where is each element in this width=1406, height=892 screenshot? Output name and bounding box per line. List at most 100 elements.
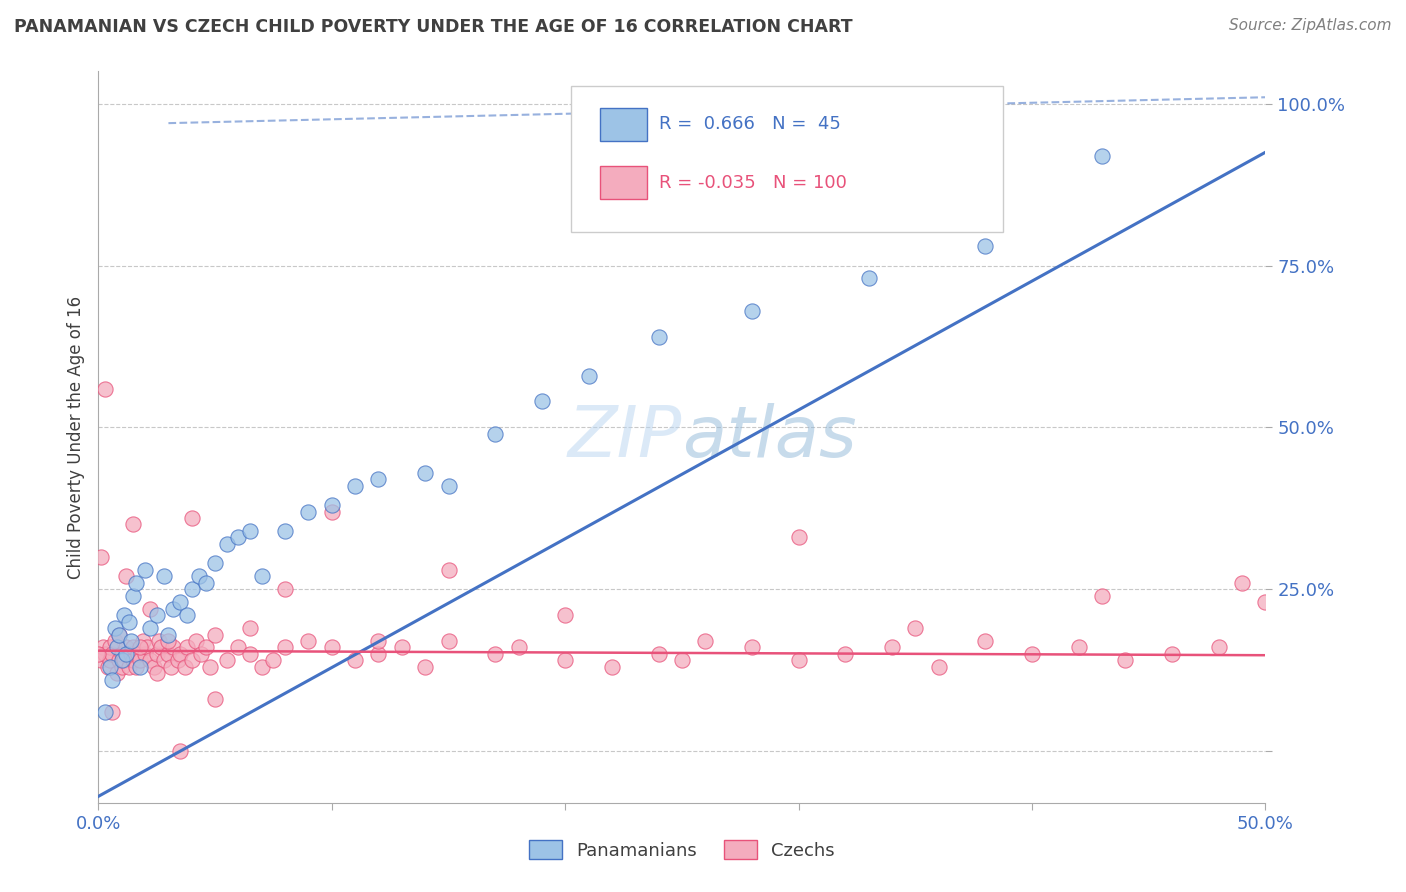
Point <box>146 647 169 661</box>
Text: Source: ZipAtlas.com: Source: ZipAtlas.com <box>1229 18 1392 33</box>
Point <box>148 634 170 648</box>
Point <box>204 627 226 641</box>
Point <box>297 504 319 518</box>
Point <box>578 368 600 383</box>
Point <box>120 647 142 661</box>
Point <box>134 647 156 661</box>
Point <box>111 647 134 661</box>
Point <box>115 647 138 661</box>
Point <box>173 660 195 674</box>
Point <box>122 640 145 655</box>
Point <box>250 660 273 674</box>
Point <box>880 640 903 655</box>
Point <box>600 660 623 674</box>
Point <box>974 239 997 253</box>
Point <box>297 634 319 648</box>
Point <box>194 575 217 590</box>
Point <box>143 660 166 674</box>
Point <box>554 653 576 667</box>
Point <box>127 647 149 661</box>
Legend: Panamanians, Czechs: Panamanians, Czechs <box>522 833 842 867</box>
Text: atlas: atlas <box>682 402 856 472</box>
Point <box>108 653 131 667</box>
Point <box>274 640 297 655</box>
Point <box>671 653 693 667</box>
Point <box>695 634 717 648</box>
FancyBboxPatch shape <box>571 86 1002 232</box>
Point <box>262 653 284 667</box>
Point <box>112 608 135 623</box>
Point <box>118 660 141 674</box>
Point <box>1254 595 1277 609</box>
Point <box>204 692 226 706</box>
Point <box>115 569 138 583</box>
Point <box>159 660 181 674</box>
Point <box>321 498 343 512</box>
Point <box>228 640 250 655</box>
Point <box>152 569 174 583</box>
Point <box>344 478 367 492</box>
Point <box>1161 647 1184 661</box>
Point <box>228 530 250 544</box>
Point <box>321 504 343 518</box>
Point <box>157 627 180 641</box>
Point <box>122 589 145 603</box>
Point <box>554 608 576 623</box>
Point <box>1067 640 1090 655</box>
Point <box>98 640 121 655</box>
Point <box>132 634 155 648</box>
Point <box>787 530 810 544</box>
Point <box>200 660 222 674</box>
Point <box>91 640 114 655</box>
Point <box>169 595 191 609</box>
Point <box>150 640 173 655</box>
Point <box>146 608 169 623</box>
Point <box>180 582 202 597</box>
Point <box>139 621 162 635</box>
Text: ZIP: ZIP <box>568 402 682 472</box>
Point <box>413 660 436 674</box>
Point <box>176 608 198 623</box>
Point <box>94 382 117 396</box>
Point <box>111 653 134 667</box>
Point <box>169 647 191 661</box>
Point <box>101 647 124 661</box>
Point <box>101 673 124 687</box>
Point <box>129 660 152 674</box>
Point <box>98 653 121 667</box>
Point <box>239 647 262 661</box>
Point <box>90 653 112 667</box>
Point <box>1230 575 1253 590</box>
Point <box>321 640 343 655</box>
Point <box>367 634 389 648</box>
Point <box>194 640 217 655</box>
Point <box>146 666 169 681</box>
Point <box>186 634 208 648</box>
Point <box>139 653 162 667</box>
Point <box>115 640 138 655</box>
Text: PANAMANIAN VS CZECH CHILD POVERTY UNDER THE AGE OF 16 CORRELATION CHART: PANAMANIAN VS CZECH CHILD POVERTY UNDER … <box>14 18 852 36</box>
Point <box>437 478 460 492</box>
Point <box>134 563 156 577</box>
Point <box>250 569 273 583</box>
Point <box>122 653 145 667</box>
Point <box>530 394 553 409</box>
Point <box>108 627 131 641</box>
Point <box>413 466 436 480</box>
Point <box>166 653 188 667</box>
Point <box>190 647 212 661</box>
Point <box>169 744 191 758</box>
Point <box>274 524 297 538</box>
Point <box>239 621 262 635</box>
Point <box>162 601 184 615</box>
Point <box>98 660 121 674</box>
Point <box>215 653 238 667</box>
Point <box>437 563 460 577</box>
Point <box>87 647 110 661</box>
Point <box>104 621 127 635</box>
Point <box>94 705 117 719</box>
Point <box>157 647 180 661</box>
Point <box>1091 589 1114 603</box>
Point <box>104 634 127 648</box>
Text: R = -0.035   N = 100: R = -0.035 N = 100 <box>658 174 846 192</box>
